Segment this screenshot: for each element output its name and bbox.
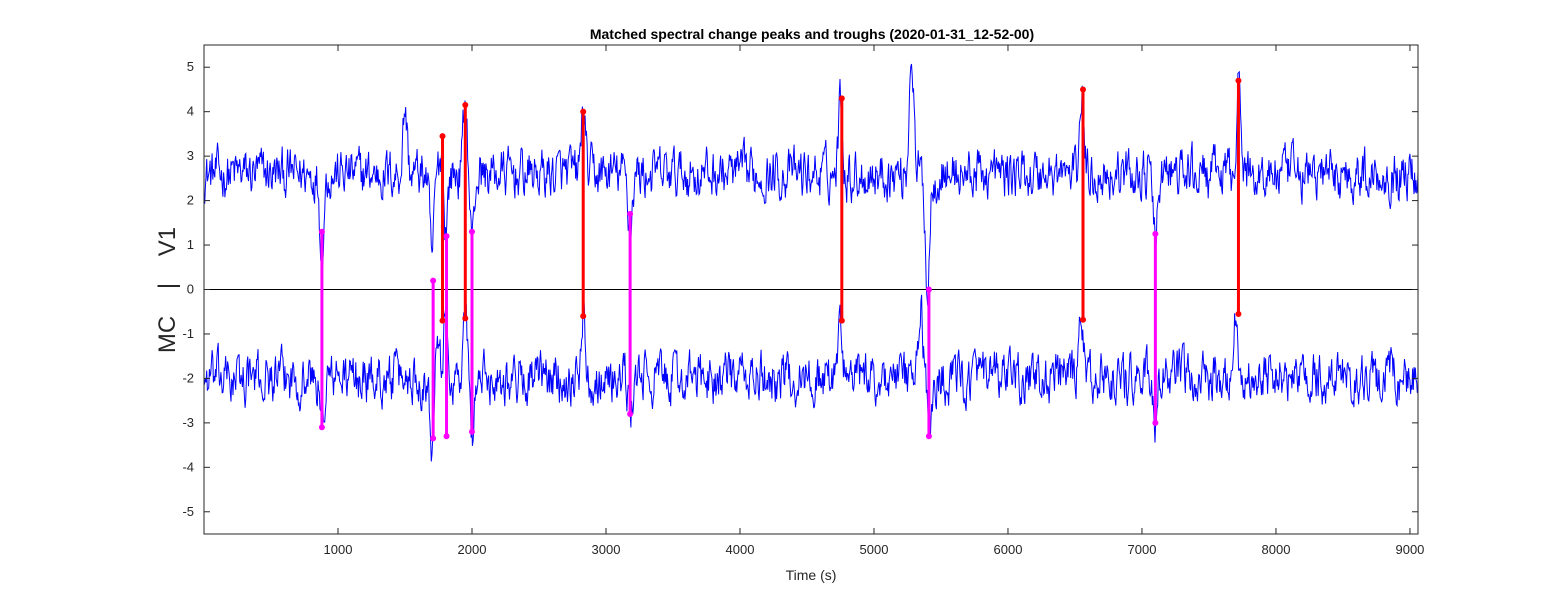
trough-link-marker-bottom xyxy=(925,433,932,440)
y-tick-label: -5 xyxy=(182,504,194,519)
trough-link-marker-bottom xyxy=(318,424,325,431)
peak-link-marker-bottom xyxy=(439,317,446,324)
x-tick-label: 9000 xyxy=(1395,542,1424,557)
x-tick-label: 1000 xyxy=(324,542,353,557)
x-axis-label: Time (s) xyxy=(786,567,837,583)
signal-trace-upper xyxy=(203,63,1419,306)
trough-link-marker-top xyxy=(468,228,475,235)
x-tick-label: 8000 xyxy=(1262,542,1291,557)
event-links xyxy=(318,77,1242,442)
trough-link-marker-top xyxy=(318,228,325,235)
trough-link-marker-top xyxy=(925,286,932,293)
trough-link-marker-top xyxy=(1152,230,1159,237)
trough-link-marker-bottom xyxy=(627,410,634,417)
y-tick-label: 2 xyxy=(187,193,194,208)
y-tick-label: 3 xyxy=(187,148,194,163)
y-tick-label: -1 xyxy=(182,326,194,341)
y-tick-label: -3 xyxy=(182,415,194,430)
peak-link-marker-top xyxy=(439,133,446,140)
y-tick-label: 1 xyxy=(187,237,194,252)
x-tick-label: 4000 xyxy=(726,542,755,557)
peak-link-marker-top xyxy=(1235,77,1242,84)
y-tick-label: 0 xyxy=(187,282,194,297)
y-tick-label: 5 xyxy=(187,59,194,74)
trough-link-marker-bottom xyxy=(443,433,450,440)
trough-link-marker-top xyxy=(627,210,634,217)
signal-traces xyxy=(203,63,1419,462)
x-tick-label: 6000 xyxy=(994,542,1023,557)
peak-link-marker-bottom xyxy=(462,315,469,322)
peak-link-marker-bottom xyxy=(1235,310,1242,317)
x-axis-ticks: 1000 2000 3000 4000 5000 6000 7000 8000 9000 xyxy=(324,45,1424,557)
x-tick-label: 2000 xyxy=(458,542,487,557)
x-tick-label: 5000 xyxy=(860,542,889,557)
x-tick-label: 7000 xyxy=(1128,542,1157,557)
signal-trace-lower xyxy=(203,294,1419,462)
trough-link-marker-bottom xyxy=(430,435,437,442)
y-axis-label: MC | V1 xyxy=(154,227,181,353)
peak-link-marker-bottom xyxy=(838,317,845,324)
trough-link-marker-bottom xyxy=(468,428,475,435)
chart-title: Matched spectral change peaks and trough… xyxy=(590,26,1034,42)
peak-link-marker-bottom xyxy=(580,313,587,320)
y-tick-label: 4 xyxy=(187,104,194,119)
peak-link-marker-top xyxy=(462,102,469,109)
peak-link-marker-top xyxy=(580,108,587,115)
x-tick-label: 3000 xyxy=(592,542,621,557)
trough-link-marker-top xyxy=(443,233,450,240)
peak-link-marker-top xyxy=(838,95,845,102)
trough-link-marker-bottom xyxy=(1152,419,1159,426)
y-axis-ticks: -5 -4 -3 -2 -1 0 1 2 3 4 5 xyxy=(182,59,1418,519)
peak-link-marker-bottom xyxy=(1080,316,1087,323)
y-tick-label: -4 xyxy=(182,459,194,474)
trough-link-marker-top xyxy=(430,277,437,284)
peak-link-marker-top xyxy=(1080,86,1087,93)
y-tick-label: -2 xyxy=(182,370,194,385)
